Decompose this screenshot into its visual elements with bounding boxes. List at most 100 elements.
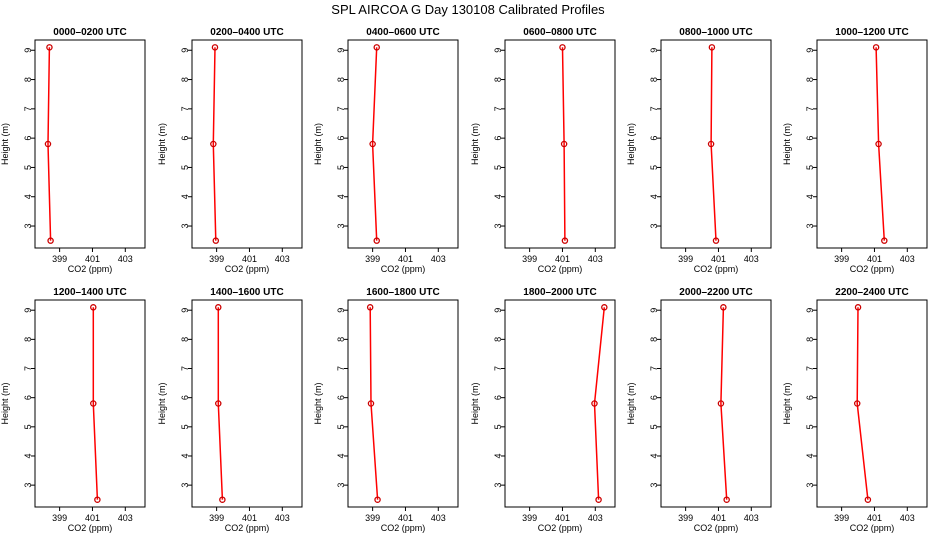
y-tick-label: 9 bbox=[23, 308, 33, 313]
y-tick-label: 7 bbox=[23, 366, 33, 371]
x-tick-label: 401 bbox=[867, 254, 882, 264]
profile-panel: 0000–0200 UTC 399 401 403 CO2 (ppm) 3 4 5 6 7 8 9 He… bbox=[0, 27, 146, 274]
x-axis-label: CO2 (ppm) bbox=[381, 523, 426, 533]
y-tick-label: 4 bbox=[336, 194, 346, 199]
x-axis-label: CO2 (ppm) bbox=[694, 523, 739, 533]
y-tick-label: 6 bbox=[180, 395, 190, 400]
y-tick-label: 9 bbox=[805, 48, 815, 53]
panel-title: 1800–2000 UTC bbox=[523, 287, 596, 298]
y-tick-label: 4 bbox=[180, 453, 190, 458]
y-tick-label: 7 bbox=[805, 106, 815, 111]
x-axis-label: CO2 (ppm) bbox=[68, 523, 113, 533]
y-axis-label: Height (m) bbox=[157, 123, 167, 165]
y-tick-label: 9 bbox=[493, 308, 503, 313]
x-tick-label: 399 bbox=[678, 513, 693, 523]
y-tick-label: 5 bbox=[649, 165, 659, 170]
x-tick-label: 401 bbox=[711, 513, 726, 523]
panel-title: 0800–1000 UTC bbox=[679, 27, 752, 38]
data-point bbox=[875, 140, 882, 148]
profile-line bbox=[720, 307, 728, 500]
y-tick-label: 5 bbox=[493, 424, 503, 429]
data-point bbox=[212, 237, 220, 244]
y-axis-label: Height (m) bbox=[157, 382, 167, 424]
data-point bbox=[712, 237, 720, 244]
y-tick-label: 4 bbox=[649, 453, 659, 458]
x-tick-label: 403 bbox=[118, 254, 133, 264]
data-point bbox=[601, 304, 608, 311]
data-point bbox=[717, 400, 725, 407]
y-tick-label: 3 bbox=[493, 483, 503, 488]
y-axis-label: Height (m) bbox=[782, 382, 792, 424]
x-axis-label: CO2 (ppm) bbox=[538, 523, 583, 533]
data-point bbox=[94, 496, 101, 503]
y-tick-label: 6 bbox=[336, 395, 346, 400]
panel-title: 2200–2400 UTC bbox=[835, 287, 908, 298]
plot-frame bbox=[504, 39, 616, 249]
y-tick-label: 9 bbox=[649, 48, 659, 53]
profile-line bbox=[371, 47, 378, 241]
x-tick-label: 399 bbox=[52, 254, 67, 264]
y-tick-label: 8 bbox=[805, 77, 815, 82]
x-tick-label: 399 bbox=[522, 254, 537, 264]
y-tick-label: 8 bbox=[805, 337, 815, 342]
y-tick-label: 4 bbox=[493, 194, 503, 199]
y-tick-label: 4 bbox=[493, 453, 503, 458]
profile-line bbox=[561, 47, 566, 241]
y-tick-label: 4 bbox=[23, 194, 33, 199]
y-tick-label: 4 bbox=[23, 453, 33, 458]
data-point bbox=[369, 140, 376, 148]
x-tick-label: 399 bbox=[678, 254, 693, 264]
x-tick-label: 403 bbox=[275, 513, 290, 523]
y-tick-label: 3 bbox=[805, 224, 815, 229]
profile-panel: 2000–2200 UTC 399 401 403 CO2 (ppm) 3 4 5 6 7 8 9 He… bbox=[626, 287, 772, 533]
y-tick-label: 6 bbox=[23, 136, 33, 141]
profile-panel: 1800–2000 UTC 399 401 403 CO2 (ppm) 3 4 5 6 7 8 9 He… bbox=[470, 287, 616, 533]
x-tick-label: 399 bbox=[209, 254, 224, 264]
y-tick-label: 6 bbox=[649, 136, 659, 141]
data-point bbox=[44, 140, 52, 148]
data-point bbox=[881, 237, 888, 244]
y-tick-label: 4 bbox=[336, 453, 346, 458]
x-tick-label: 403 bbox=[275, 254, 290, 264]
profile-panel: 1200–1400 UTC 399 401 403 CO2 (ppm) 3 4 5 6 7 8 9 He… bbox=[0, 287, 146, 533]
data-point bbox=[864, 496, 872, 503]
data-point bbox=[560, 140, 568, 148]
profile-line bbox=[369, 307, 379, 500]
x-axis-label: CO2 (ppm) bbox=[694, 264, 739, 274]
plot-frame bbox=[191, 39, 303, 249]
figure-title: SPL AIRCOA G Day 130108 Calibrated Profi… bbox=[331, 2, 605, 17]
data-point bbox=[591, 400, 598, 407]
plot-frame bbox=[347, 39, 459, 249]
data-point bbox=[595, 496, 602, 503]
data-point bbox=[707, 140, 715, 148]
x-tick-label: 399 bbox=[209, 513, 224, 523]
profile-line bbox=[710, 47, 717, 241]
y-tick-label: 8 bbox=[180, 77, 190, 82]
y-tick-label: 7 bbox=[180, 366, 190, 371]
y-tick-label: 9 bbox=[336, 308, 346, 313]
profile-panel: 1000–1200 UTC 399 401 403 CO2 (ppm) 3 4 5 6 7 8 9 He… bbox=[782, 27, 928, 274]
profile-line bbox=[593, 307, 606, 500]
panel-title: 1000–1200 UTC bbox=[835, 27, 908, 38]
data-point bbox=[367, 400, 375, 407]
y-tick-label: 3 bbox=[336, 224, 346, 229]
profile-panel: 0600–0800 UTC 399 401 403 CO2 (ppm) 3 4 5 6 7 8 9 He… bbox=[470, 27, 616, 274]
profile-line bbox=[47, 47, 52, 241]
x-tick-label: 403 bbox=[588, 254, 603, 264]
y-tick-label: 7 bbox=[336, 366, 346, 371]
x-tick-label: 401 bbox=[242, 254, 257, 264]
data-point bbox=[559, 44, 566, 51]
y-tick-label: 8 bbox=[649, 77, 659, 82]
x-tick-label: 401 bbox=[555, 254, 570, 264]
y-tick-label: 9 bbox=[180, 48, 190, 53]
y-tick-label: 8 bbox=[23, 337, 33, 342]
y-tick-label: 8 bbox=[493, 337, 503, 342]
panel-title: 1600–1800 UTC bbox=[366, 287, 439, 298]
y-tick-label: 3 bbox=[23, 224, 33, 229]
y-tick-label: 3 bbox=[649, 224, 659, 229]
data-point bbox=[854, 304, 862, 311]
plot-frame bbox=[816, 299, 928, 508]
panel-title: 2000–2200 UTC bbox=[679, 287, 752, 298]
y-tick-label: 8 bbox=[23, 77, 33, 82]
